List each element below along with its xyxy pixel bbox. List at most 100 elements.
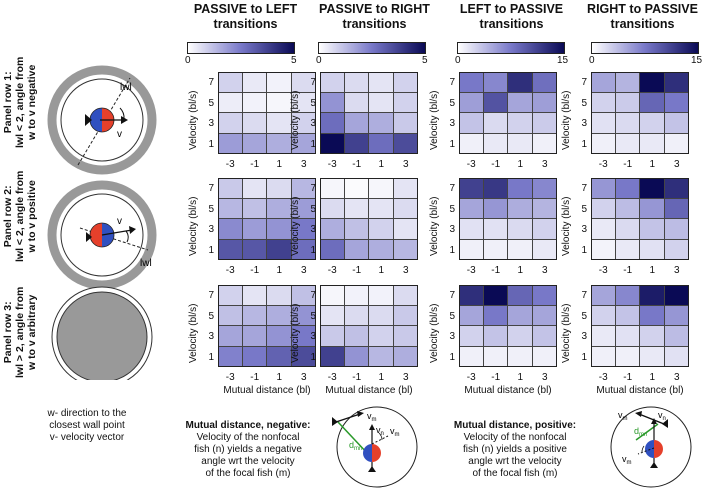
heatmap-cell-c3-r2-y2-x1 xyxy=(483,219,508,240)
legend-line-2: closest wall point xyxy=(49,420,125,431)
colorbar-1-max: 5 xyxy=(291,55,297,66)
xtick-c4-r3-1: -1 xyxy=(623,372,633,383)
v-label-2: v xyxy=(117,216,122,227)
ytick-c2-r2-3: 1 xyxy=(310,244,316,256)
heatmap-cell-c3-r2-y0-x2 xyxy=(508,178,533,199)
ytick-c3-r2-3: 1 xyxy=(449,244,455,256)
arena-row-2 xyxy=(47,180,157,290)
ytick-c4-r1-3: 1 xyxy=(581,138,587,150)
heatmap-cell-c2-r3-y1-x2 xyxy=(369,305,394,326)
nonfocal-fish-arrowhead-positive xyxy=(635,411,642,417)
xtick-c4-r1-0: -3 xyxy=(598,159,608,170)
colorbar-4 xyxy=(591,42,699,54)
xtick-c1-r3-3: 3 xyxy=(300,372,307,383)
heatmap-cell-c4-r3-y2-x2 xyxy=(640,326,665,347)
vm-label-negative: vm xyxy=(367,411,377,423)
heatmap-cell-c3-r3-y0-x1 xyxy=(483,285,508,306)
angle-arc-positive xyxy=(641,445,645,453)
ytick-c4-r2-0: 7 xyxy=(581,183,587,194)
dmn-label-positive: dmn xyxy=(634,426,647,438)
heatmap-cell-c4-r2-y2-x2 xyxy=(640,219,665,240)
ytick-c1-r3-2: 3 xyxy=(208,331,214,342)
velocity-arrowhead-1 xyxy=(121,116,128,124)
heatmap-cell-c2-r1-y1-x0 xyxy=(320,92,345,113)
ytick-c2-r1-0: 7 xyxy=(310,77,316,88)
angle-arc-negative xyxy=(378,432,383,441)
ytick-c2-r1-2: 3 xyxy=(310,118,316,129)
heatmap-cell-c1-r2-y0-x0 xyxy=(218,178,243,199)
vm-arrow-negative xyxy=(371,435,389,445)
xlabel-c2: Mutual distance (bl) xyxy=(325,385,413,396)
nonfocal-fish-negative xyxy=(332,417,338,426)
xtick-c4-r2-3: 3 xyxy=(673,265,680,276)
heatmap-cell-c2-r2-y0-x2 xyxy=(369,178,394,199)
xtick-c3-r2-1: -1 xyxy=(491,265,501,276)
ytick-c4-r2-2: 3 xyxy=(581,224,587,235)
heatmap-cell-c1-r2-y1-x2 xyxy=(267,198,292,219)
ytick-c3-r3-0: 7 xyxy=(449,290,455,301)
column-title-1: PASSIVE to LEFT transitions xyxy=(183,2,308,32)
xtick-c2-r1-3: 3 xyxy=(402,159,409,170)
heatmap-frame-c3-r2 xyxy=(459,178,557,260)
vm-label-2-negative: vm xyxy=(390,426,400,438)
focal-fish-tail-fin-positive xyxy=(650,462,658,468)
angle-arc-2 xyxy=(125,230,129,243)
xtick-c4-r2-1: -1 xyxy=(623,265,633,276)
heatmap-cell-c2-r3-y2-x2 xyxy=(369,326,394,347)
row-label-1-line2: lwl < 2, angle from xyxy=(14,56,26,148)
legend-line-3: v- velocity vector xyxy=(49,432,125,443)
row-label-2-line2: lwl < 2, angle from xyxy=(14,170,26,262)
column-title-2-line1: PASSIVE to RIGHT xyxy=(319,2,430,16)
vn-label-positive: vn xyxy=(658,410,666,422)
row-label-1: Panel row 1: lwl < 2, angle from w to v … xyxy=(2,57,38,148)
column-title-4-line2: transitions xyxy=(610,17,675,31)
heatmap-cell-c2-r2-y0-x0 xyxy=(320,178,345,199)
ytick-c1-r3-3: 1 xyxy=(208,351,214,363)
heatmap-cell-c3-r1-y0-x0 xyxy=(459,72,484,93)
xtick-c3-r1-3: 3 xyxy=(541,159,548,170)
fish-blue-half-2 xyxy=(102,223,114,247)
heatmap-cell-c4-r2-y0-x2 xyxy=(640,178,665,199)
heatmap-cell-c4-r1-y2-x1 xyxy=(615,113,640,134)
heatmap-cell-c3-r3-y2-x2 xyxy=(508,326,533,347)
row-label-3-line1: Panel row 3: xyxy=(2,301,14,364)
xtick-c4-r2-2: 1 xyxy=(649,265,656,276)
ytick-c2-r3-3: 1 xyxy=(310,351,316,363)
heatmap-frame-c4-r3 xyxy=(591,285,689,367)
xtick-c4-r1-1: -1 xyxy=(623,159,633,170)
heatmap-cell-c2-r2-y1-x2 xyxy=(369,198,394,219)
xtick-c3-r3-1: -1 xyxy=(491,372,501,383)
heatmap-cell-c3-r2-y2-x2 xyxy=(508,219,533,240)
heatmap-cell-c3-r3-y2-x1 xyxy=(483,326,508,347)
xtick-c2-r3-1: -1 xyxy=(352,372,362,383)
xlabel-c3: Mutual distance (bl) xyxy=(464,385,552,396)
note-negative-line4: of the focal fish (m) xyxy=(205,468,291,479)
xtick-c2-r2-0: -3 xyxy=(327,265,337,276)
column-title-2: PASSIVE to RIGHT transitions xyxy=(312,2,437,32)
dmn-label-negative: dmn xyxy=(349,440,362,452)
heatmap-cell-c2-r2-y1-x1 xyxy=(344,198,369,219)
heatmap-cell-c4-r2-y1-x1 xyxy=(615,198,640,219)
colorbar-2-max: 5 xyxy=(422,55,428,66)
xtick-c1-r1-3: 3 xyxy=(300,159,307,170)
xlabel-c1: Mutual distance (bl) xyxy=(223,385,311,396)
ytick-c3-r1-1: 5 xyxy=(449,97,455,109)
xtick-c2-r2-2: 1 xyxy=(378,265,385,276)
heatmap-cell-c1-r3-y1-x2 xyxy=(267,305,292,326)
heatmap-cell-c3-r3-y1-x0 xyxy=(459,305,484,326)
xtick-c3-r1-2: 1 xyxy=(517,159,524,170)
diagram-negative: vm vn vm dmn xyxy=(332,406,418,488)
heatmap-cell-c4-r2-y1-x2 xyxy=(640,198,665,219)
heatmap-cell-c3-r1-y2-x0 xyxy=(459,113,484,134)
arena-wall-2 xyxy=(47,180,157,290)
row-label-3-line3: w to v arbitrary xyxy=(26,294,38,370)
xtick-c2-r3-0: -3 xyxy=(327,372,337,383)
row-label-1-line1: Panel row 1: xyxy=(2,71,14,134)
nonfocal-fish-velocity-negative xyxy=(335,413,361,423)
heatmap-cell-c1-r2-y0-x2 xyxy=(267,178,292,199)
heatmap-cell-c2-r3-y0-x0 xyxy=(320,285,345,306)
fish-outline-2 xyxy=(89,222,115,248)
ytick-c1-r1-1: 5 xyxy=(208,97,214,109)
ytick-c4-r2-3: 1 xyxy=(581,244,587,256)
xtick-c2-r3-2: 1 xyxy=(378,372,385,383)
